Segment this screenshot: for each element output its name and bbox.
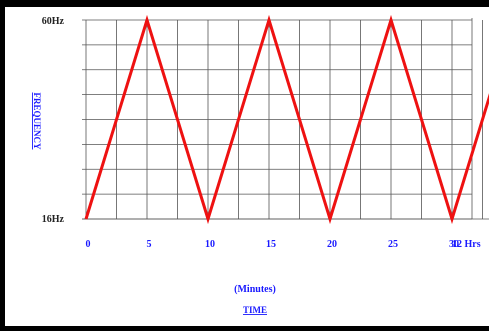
y-tick-label-16hz: 16Hz	[42, 214, 65, 225]
grid	[82, 18, 489, 219]
y-axis-title: FREQUENCY	[32, 92, 42, 150]
x-tick-label-0: 0	[86, 239, 91, 250]
x-axis-unit: (Minutes)	[234, 284, 276, 295]
x-tick-label-30: 30	[449, 239, 459, 250]
y-tick-label-60hz: 60Hz	[42, 16, 65, 27]
x-tick-labels: 0 5 10 15 20 25 30	[86, 239, 460, 250]
x-tick-label-15: 15	[266, 239, 276, 250]
x-tick-label-20: 20	[327, 239, 337, 250]
x-tick-label-5: 5	[147, 239, 152, 250]
x-tick-label-25: 25	[388, 239, 398, 250]
x-axis-title: TIME	[243, 305, 267, 315]
border-bottom	[0, 326, 489, 331]
border-left	[0, 0, 5, 331]
border-top	[0, 0, 489, 7]
x-tick-label-10: 10	[205, 239, 215, 250]
